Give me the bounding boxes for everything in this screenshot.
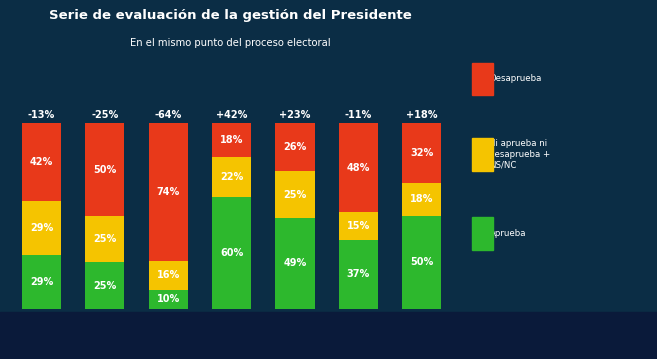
Text: 29%: 29%	[30, 223, 53, 233]
Text: 48%: 48%	[347, 163, 370, 173]
Circle shape	[11, 319, 43, 350]
Text: 25%: 25%	[93, 234, 116, 244]
Bar	[85, 262, 124, 309]
Bar	[339, 240, 378, 309]
Text: Ni aprueba ni
desaprueba +
NS/NC: Ni aprueba ni desaprueba + NS/NC	[489, 139, 551, 169]
Text: 18%: 18%	[220, 135, 243, 145]
Bar	[148, 261, 188, 290]
Text: 22%: 22%	[220, 172, 243, 182]
Bar	[212, 197, 251, 309]
Bar	[212, 123, 251, 157]
Text: -13%: -13%	[28, 109, 55, 120]
Bar	[402, 216, 442, 309]
Bar	[22, 123, 61, 201]
Bar	[339, 212, 378, 240]
Text: En el mismo punto del proceso electoral: En el mismo punto del proceso electoral	[129, 38, 330, 48]
Bar	[402, 183, 442, 216]
Text: Serie de evaluación de la gestión del Presidente: Serie de evaluación de la gestión del Pr…	[49, 9, 411, 22]
Text: 74%: 74%	[156, 187, 180, 197]
Bar	[275, 172, 315, 218]
Text: +23%: +23%	[279, 109, 311, 120]
Bar	[85, 123, 124, 216]
Text: 32%: 32%	[410, 148, 434, 158]
Text: 42%: 42%	[30, 157, 53, 167]
Bar	[339, 123, 378, 212]
Text: 60%: 60%	[220, 248, 243, 258]
Text: +42%: +42%	[216, 109, 247, 120]
Text: 50%: 50%	[93, 165, 116, 174]
Bar	[275, 218, 315, 309]
Text: 49%: 49%	[283, 258, 307, 268]
Text: 25%: 25%	[93, 280, 116, 290]
Bar	[22, 201, 61, 255]
Text: 50%: 50%	[410, 257, 434, 267]
Text: 25%: 25%	[283, 190, 307, 200]
Text: 16%: 16%	[156, 270, 180, 280]
Bar	[85, 216, 124, 262]
Text: -64%: -64%	[154, 109, 182, 120]
Text: +18%: +18%	[406, 109, 438, 120]
Text: 15%: 15%	[347, 221, 370, 231]
Bar	[275, 123, 315, 172]
Text: -11%: -11%	[345, 109, 372, 120]
Text: e: e	[20, 325, 34, 344]
Text: 18%: 18%	[410, 194, 434, 204]
Text: -25%: -25%	[91, 109, 118, 120]
Text: Desaprueba: Desaprueba	[489, 74, 542, 84]
Bar	[212, 157, 251, 197]
Text: Aprueba: Aprueba	[489, 229, 526, 238]
Bar	[402, 123, 442, 183]
Bar	[22, 255, 61, 309]
Bar	[27, 332, 45, 337]
Text: 10%: 10%	[156, 294, 180, 304]
Circle shape	[18, 327, 35, 343]
Text: 26%: 26%	[283, 143, 307, 152]
Bar	[148, 123, 188, 261]
Text: 37%: 37%	[347, 269, 370, 279]
Text: 29%: 29%	[30, 277, 53, 287]
Bar	[148, 290, 188, 309]
